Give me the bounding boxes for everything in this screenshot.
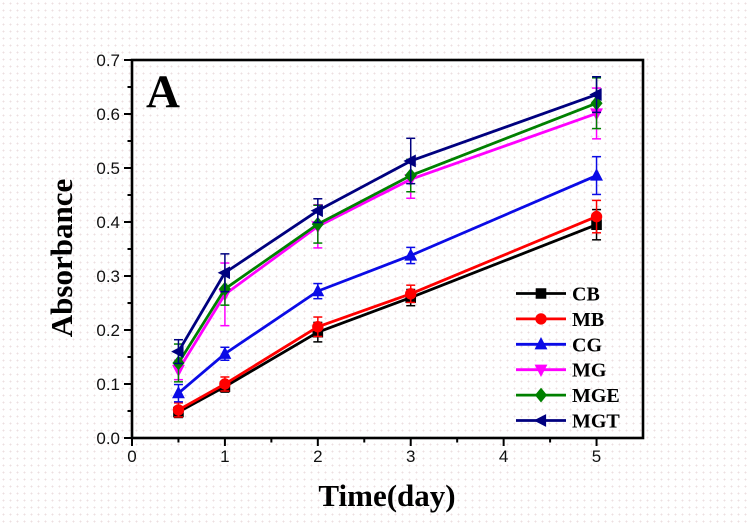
legend-item-cg: CG: [516, 334, 602, 356]
series-line: [177, 174, 598, 395]
y-axis-title: Absorbance: [44, 179, 79, 337]
data-point-marker: [404, 248, 418, 261]
x-tick-label: 5: [592, 447, 601, 466]
data-point-marker: [219, 378, 231, 390]
x-tick-label: 4: [499, 447, 508, 466]
data-point-marker: [589, 88, 602, 101]
y-tick-label: 0.7: [96, 51, 120, 70]
y-tick-label: 0.4: [96, 213, 120, 232]
legend: CB MB CG MG MGE MGT: [516, 284, 620, 433]
legend-label: MG: [572, 360, 607, 382]
x-tick-label: 2: [313, 447, 322, 466]
legend-item-mb: MB: [516, 309, 604, 331]
data-point-marker: [172, 385, 185, 399]
y-tick-label: 0.0: [96, 429, 120, 448]
series-mge: [172, 77, 603, 383]
data-point-marker: [218, 346, 232, 359]
series-mb: [172, 199, 603, 418]
data-point-marker: [172, 404, 185, 416]
y-tick-label: 0.6: [96, 105, 120, 124]
data-point-marker: [311, 283, 325, 297]
legend-label: CG: [572, 334, 602, 356]
legend-label: MGE: [572, 385, 620, 407]
y-tick-label: 0.5: [96, 159, 120, 178]
data-point-marker: [310, 204, 323, 218]
data-point-marker: [312, 321, 324, 333]
series-line: [177, 101, 598, 364]
legend-marker: [535, 313, 547, 325]
data-point-marker: [171, 345, 184, 359]
legend-label: MB: [572, 309, 604, 331]
legend-marker: [534, 337, 548, 350]
legend-item-mg: MG: [516, 360, 607, 382]
legend-marker: [535, 288, 547, 299]
series-mgt: [171, 75, 602, 365]
series-line: [177, 215, 598, 412]
data-point-marker: [590, 210, 603, 223]
legend-label: CB: [572, 284, 600, 306]
y-tick-label: 0.1: [96, 375, 120, 394]
legend-item-mgt: MGT: [516, 411, 620, 433]
legend-marker: [533, 414, 547, 427]
data-point-marker: [405, 288, 417, 300]
legend-item-mge: MGE: [516, 385, 620, 407]
data-point-marker: [217, 266, 231, 280]
data-series: [171, 75, 603, 419]
x-tick-label: 1: [220, 447, 229, 466]
legend-item-cb: CB: [516, 284, 600, 306]
x-axis-title: Time(day): [318, 478, 455, 513]
series-line: [177, 93, 598, 353]
legend-marker: [534, 364, 548, 377]
panel-label: A: [146, 66, 180, 118]
x-tick-label: 3: [406, 447, 415, 466]
axis-ticks: [124, 59, 598, 446]
y-tick-label: 0.2: [96, 321, 120, 340]
series-mg: [172, 87, 603, 381]
legend-marker: [534, 387, 548, 403]
y-tick-label: 0.3: [96, 267, 120, 286]
axis-tick-labels: 0 1 2 3 4 5 0.0 0.1 0.2 0.3 0.4 0.5 0.6 0.7: [96, 51, 601, 466]
series-cg: [172, 155, 603, 403]
x-tick-label: 0: [127, 447, 136, 466]
plot-frame: [130, 58, 645, 440]
data-point-marker: [403, 154, 416, 168]
data-point-marker: [590, 168, 603, 181]
legend-label: MGT: [572, 411, 620, 433]
